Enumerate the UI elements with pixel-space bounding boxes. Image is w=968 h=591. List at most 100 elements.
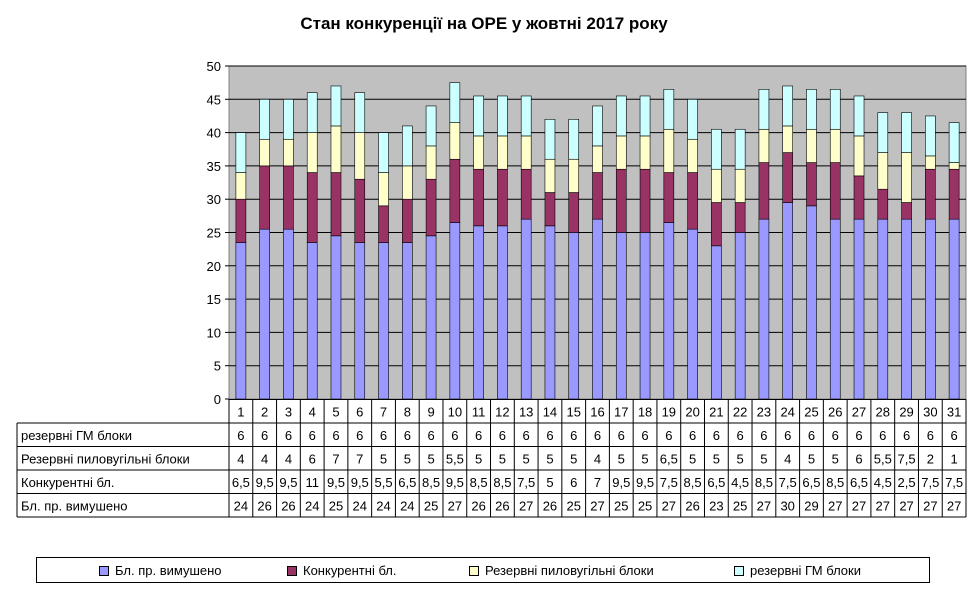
table-cell: 24 <box>400 498 414 513</box>
bar-segment <box>354 132 366 180</box>
bar-segment <box>782 125 793 153</box>
table-cell: 6 <box>332 428 339 443</box>
bar-segment <box>449 158 461 223</box>
bar-segment <box>734 168 746 203</box>
table-cell: 5,5 <box>874 451 892 466</box>
bar-segment <box>806 89 817 130</box>
table-cell: 6 <box>760 428 767 443</box>
table-cell: 7,5 <box>660 475 678 490</box>
table-cell: 6 <box>237 428 244 443</box>
bar-segment <box>449 122 461 160</box>
table-cell: 5 <box>737 451 744 466</box>
chart-legend: Бл. пр. вимушено Конкурентні бл. Резервні … <box>36 557 930 583</box>
bar-segment <box>259 228 270 400</box>
bar-segment <box>497 225 508 400</box>
bar-segment <box>520 218 532 400</box>
x-tick-label: 24 <box>780 404 794 419</box>
bar-segment <box>734 232 746 400</box>
table-cell: 4,5 <box>731 475 749 490</box>
table-cell: 4,5 <box>874 475 892 490</box>
x-tick-label: 10 <box>448 404 462 419</box>
bar-segment <box>544 225 556 400</box>
bar-segment <box>806 128 817 163</box>
bar-segment <box>497 135 508 170</box>
table-cell: 5 <box>404 451 411 466</box>
table-cell: 24 <box>376 498 390 513</box>
table-cell: 25 <box>566 498 580 513</box>
legend-label: Резервні пиловугільні блоки <box>485 563 654 578</box>
table-cell: 6 <box>713 428 720 443</box>
bar-segment <box>639 168 651 233</box>
bar-segment <box>901 152 912 203</box>
table-cell: 6 <box>499 428 506 443</box>
chart-title: Стан конкуренції на ОРЕ у жовтні 2017 ро… <box>300 14 668 33</box>
bar-segment <box>853 218 865 400</box>
legend-label: Конкурентні бл. <box>303 563 397 578</box>
bar-segment <box>306 92 318 133</box>
table-cell: 9,5 <box>279 475 297 490</box>
table-cell: 5 <box>570 451 577 466</box>
bar-segment <box>711 245 722 400</box>
x-tick-label: 12 <box>495 404 509 419</box>
table-cell: 6 <box>285 428 292 443</box>
table-cell: 6 <box>950 428 957 443</box>
bar-segment <box>235 132 247 173</box>
table-cell: 6 <box>855 428 862 443</box>
table-cell: 5 <box>689 451 696 466</box>
table-cell: 27 <box>947 498 961 513</box>
table-cell: 2 <box>927 451 934 466</box>
table-cell: 5 <box>499 451 506 466</box>
bar-segment <box>877 218 889 400</box>
table-cell: 5 <box>475 451 482 466</box>
table-row-label: резервні ГМ блоки <box>21 428 132 443</box>
table-cell: 8,5 <box>470 475 488 490</box>
bar-segment <box>758 89 770 130</box>
table-cell: 6 <box>546 428 553 443</box>
table-cell: 24 <box>305 498 319 513</box>
x-tick-label: 18 <box>638 404 652 419</box>
table-cell: 6 <box>570 428 577 443</box>
bar-segment <box>497 95 508 137</box>
bar-segment <box>925 168 936 220</box>
table-cell: 26 <box>543 498 557 513</box>
bar-segment <box>782 85 793 127</box>
table-cell: 4 <box>261 451 268 466</box>
table-cell: 7,5 <box>779 475 797 490</box>
y-tick-label: 10 <box>207 325 221 340</box>
table-cell: 9,5 <box>446 475 464 490</box>
table-cell: 5 <box>713 451 720 466</box>
table-cell: 23 <box>709 498 723 513</box>
bar-segment <box>354 242 366 400</box>
legend-swatch <box>469 565 479 576</box>
bar-segment <box>948 168 960 220</box>
bar-segment <box>425 145 437 180</box>
bar-segment <box>734 202 746 233</box>
x-tick-label: 31 <box>947 404 961 419</box>
bar-segment <box>235 198 247 243</box>
bar-segment <box>711 202 722 247</box>
bar-segment <box>306 242 318 400</box>
table-cell: 29 <box>804 498 818 513</box>
bar-segment <box>425 178 437 237</box>
table-cell: 6 <box>261 428 268 443</box>
table-cell: 27 <box>590 498 604 513</box>
table-cell: 30 <box>780 498 794 513</box>
bar-segment <box>853 95 865 137</box>
bar-segment <box>449 222 461 400</box>
x-tick-label: 6 <box>356 404 363 419</box>
table-cell: 5 <box>760 451 767 466</box>
table-cell: 11 <box>305 475 319 490</box>
bar-segment <box>425 235 437 400</box>
table-cell: 1 <box>950 451 957 466</box>
bar-segment <box>473 135 484 170</box>
bar-segment <box>330 85 342 127</box>
table-cell: 6,5 <box>707 475 725 490</box>
table-cell: 7,5 <box>517 475 535 490</box>
table-cell: 4 <box>285 451 292 466</box>
table-row-label: Бл. пр. вимушено <box>21 498 128 513</box>
table-cell: 27 <box>876 498 890 513</box>
table-cell: 9,5 <box>256 475 274 490</box>
bar-segment <box>687 99 698 140</box>
bar-segment <box>639 95 651 137</box>
table-cell: 6 <box>309 428 316 443</box>
